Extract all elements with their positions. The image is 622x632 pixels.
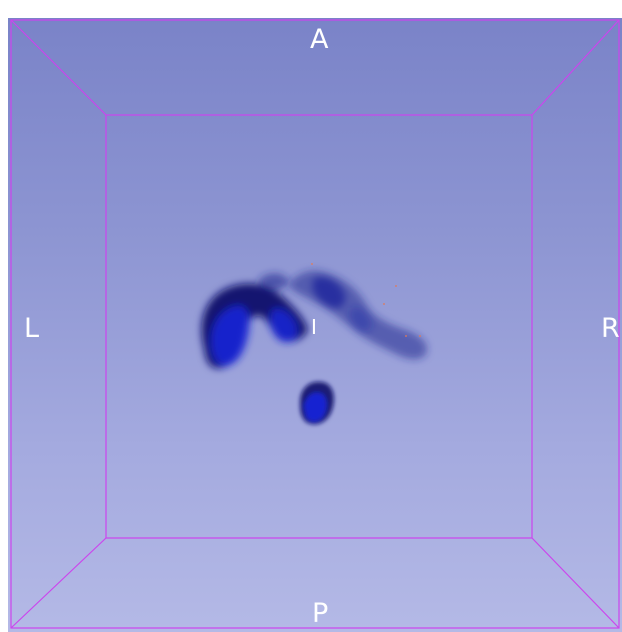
speckle-points — [311, 263, 421, 337]
orientation-label-posterior: P — [312, 598, 329, 629]
box-edge-bottom-left — [10, 537, 107, 629]
box-edge-top-left — [10, 19, 107, 116]
volume-rendering — [201, 263, 428, 425]
box-edge-bottom-right — [531, 537, 620, 629]
bounding-box — [10, 19, 620, 629]
3d-viewport[interactable]: A P L R I — [8, 18, 622, 632]
orientation-label-right: R — [601, 313, 620, 344]
box-edge-top-right — [531, 19, 620, 116]
trailing-volume-blob — [290, 270, 428, 360]
lower-volume-blob — [300, 381, 334, 425]
orientation-label-anterior: A — [310, 24, 329, 55]
box-back-face — [105, 114, 533, 539]
orientation-label-inferior: I — [311, 315, 317, 339]
main-volume-blob — [201, 273, 308, 369]
orientation-label-left: L — [24, 313, 40, 344]
box-front-face — [10, 19, 620, 629]
